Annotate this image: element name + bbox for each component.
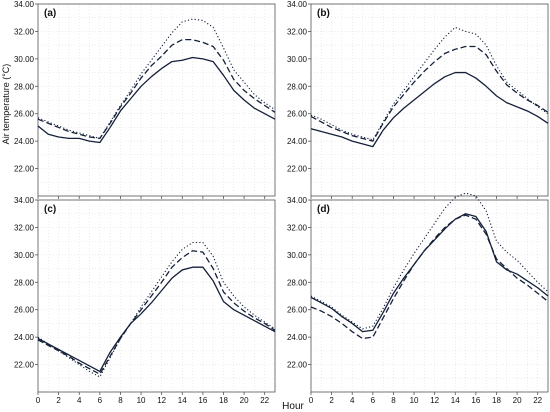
y-tick-label: 22.00 bbox=[287, 361, 308, 370]
y-tick-label: 24.00 bbox=[14, 137, 35, 146]
y-tick-label: 32.00 bbox=[287, 27, 308, 36]
x-tick-label: 14 bbox=[451, 396, 460, 405]
y-tick-label: 34.00 bbox=[14, 196, 35, 205]
x-tick-label: 16 bbox=[471, 396, 480, 405]
y-tick-label: 34.00 bbox=[287, 0, 308, 9]
y-tick-label: 30.00 bbox=[14, 55, 35, 64]
y-tick-label: 26.00 bbox=[287, 306, 308, 315]
x-tick-label: 4 bbox=[350, 396, 355, 405]
y-tick-label: 30.00 bbox=[287, 251, 308, 260]
y-tick-label: 32.00 bbox=[287, 223, 308, 232]
panel-label: (a) bbox=[44, 8, 56, 19]
x-tick-label: 6 bbox=[98, 396, 103, 405]
x-tick-label: 2 bbox=[56, 396, 61, 405]
chart-panel-1: 22.00 24.00 26.00 28.00 30.00 32.00 34.00 (a) bbox=[14, 0, 276, 199]
x-tick-label: 16 bbox=[198, 396, 207, 405]
x-tick-label: 8 bbox=[391, 396, 396, 405]
x-tick-label: 20 bbox=[240, 396, 249, 405]
figure-ylabel: Air temperature (°C) bbox=[1, 64, 11, 145]
y-tick-label: 30.00 bbox=[14, 251, 35, 260]
x-tick-label: 2 bbox=[329, 396, 334, 405]
x-tick-label: 22 bbox=[533, 396, 542, 405]
y-tick-label: 22.00 bbox=[287, 165, 308, 174]
y-tick-label: 30.00 bbox=[287, 55, 308, 64]
panel-label: (b) bbox=[317, 8, 330, 19]
y-tick-label: 32.00 bbox=[14, 27, 35, 36]
y-tick-label: 22.00 bbox=[14, 165, 35, 174]
x-tick-label: 10 bbox=[410, 396, 419, 405]
figure-xlabel: Hour bbox=[282, 401, 304, 412]
x-tick-label: 8 bbox=[118, 396, 123, 405]
y-tick-label: 28.00 bbox=[287, 278, 308, 287]
x-tick-label: 4 bbox=[77, 396, 82, 405]
y-tick-label: 34.00 bbox=[14, 0, 35, 9]
y-tick-label: 22.00 bbox=[14, 361, 35, 370]
x-tick-label: 6 bbox=[371, 396, 376, 405]
y-tick-label: 24.00 bbox=[287, 333, 308, 342]
y-tick-label: 28.00 bbox=[14, 82, 35, 91]
y-tick-label: 28.00 bbox=[14, 278, 35, 287]
panel-label: (d) bbox=[317, 204, 330, 215]
x-tick-label: 12 bbox=[430, 396, 439, 405]
x-tick-label: 12 bbox=[157, 396, 166, 405]
x-tick-label: 14 bbox=[178, 396, 187, 405]
y-tick-label: 28.00 bbox=[287, 82, 308, 91]
x-tick-label: 10 bbox=[137, 396, 146, 405]
y-tick-label: 26.00 bbox=[287, 110, 308, 119]
panels: 22.0024.0026.0028.0030.0032.0034.00(a)22… bbox=[14, 0, 549, 405]
chart-panel-2: 22.00 24.00 26.00 28.00 30.00 32.00 34.00 (b) bbox=[287, 0, 549, 199]
x-tick-label: 0 bbox=[309, 396, 314, 405]
y-tick-label: 24.00 bbox=[287, 137, 308, 146]
y-tick-label: 26.00 bbox=[14, 306, 35, 315]
y-tick-label: 24.00 bbox=[14, 333, 35, 342]
x-tick-label: 0 bbox=[36, 396, 41, 405]
chart-panel-4: 22.00 24.00 26.00 28.00 30.00 32.00 34.00 0 2 4 6 8… bbox=[287, 192, 549, 405]
y-tick-label: 26.00 bbox=[14, 110, 35, 119]
x-tick-label: 22 bbox=[260, 396, 269, 405]
y-tick-label: 34.00 bbox=[287, 196, 308, 205]
x-tick-label: 18 bbox=[219, 396, 228, 405]
panel-label: (c) bbox=[44, 204, 56, 215]
chart-panel-3: 22.00 24.00 26.00 28.00 30.00 32.00 34.00 0 2 4 6 8… bbox=[14, 196, 276, 405]
x-tick-label: 18 bbox=[492, 396, 501, 405]
x-tick-label: 20 bbox=[513, 396, 522, 405]
y-tick-label: 32.00 bbox=[14, 223, 35, 232]
